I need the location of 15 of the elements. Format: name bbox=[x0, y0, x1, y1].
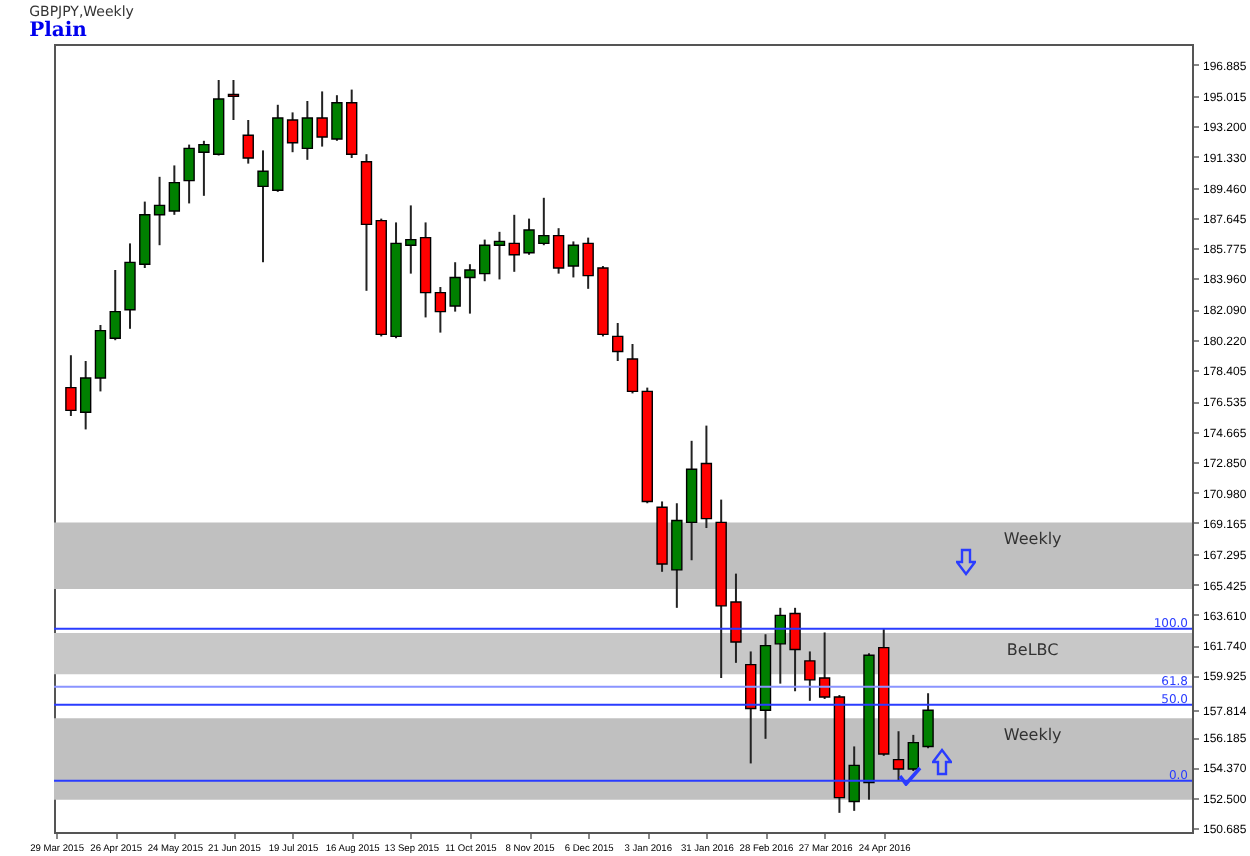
candlestick bbox=[227, 79, 240, 121]
candlestick bbox=[286, 111, 299, 154]
candlestick bbox=[94, 324, 107, 393]
chart-subtitle: Plain bbox=[29, 20, 89, 42]
candlestick bbox=[109, 268, 121, 342]
candlestick bbox=[626, 343, 639, 395]
band-label: BeLBC bbox=[1006, 640, 1060, 659]
candlestick bbox=[892, 730, 905, 782]
band-label: Weekly bbox=[1003, 726, 1063, 745]
candlestick bbox=[612, 322, 624, 363]
band-label: Weekly bbox=[1003, 530, 1063, 549]
candlestick bbox=[493, 230, 506, 281]
candlestick bbox=[168, 164, 181, 216]
candlestick bbox=[242, 118, 254, 165]
candlestick bbox=[153, 175, 166, 247]
